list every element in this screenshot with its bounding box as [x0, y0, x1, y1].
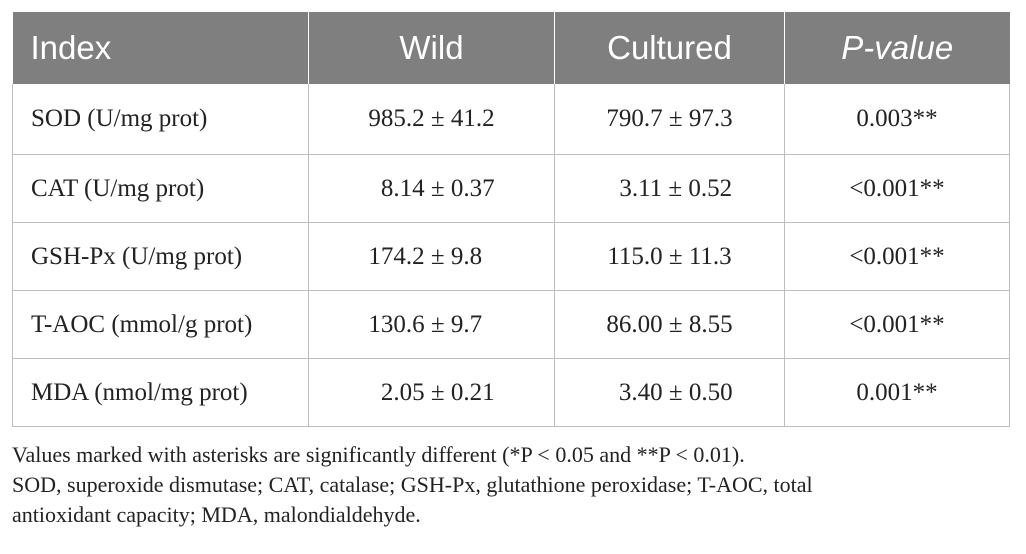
data-table-container: Index Wild Cultured P-value SOD (U/mg pr…	[12, 12, 1010, 427]
cell-index: CAT (U/mg prot)	[12, 154, 309, 223]
cell-index: GSH-Px (U/mg prot)	[12, 222, 309, 291]
cell-index: MDA (nmol/mg prot)	[12, 358, 309, 427]
cell-cultured: 3.11 ± 0.52	[554, 154, 785, 223]
header-p-value: P-value	[784, 12, 1010, 84]
cell-wild: 8.14 ± 0.37	[308, 154, 555, 223]
cell-p-value: 0.001**	[784, 358, 1010, 427]
header-row: Index Wild Cultured P-value	[12, 12, 1010, 84]
cell-index: T-AOC (mmol/g prot)	[12, 290, 309, 359]
cell-p-value: <0.001**	[784, 154, 1010, 223]
header-index: Index	[12, 12, 309, 84]
cell-cultured: 115.0 ± 11.3	[554, 222, 785, 291]
table-row: CAT (U/mg prot) 8.14 ± 0.37 3.11 ± 0.52 …	[12, 154, 1010, 223]
cell-p-value: <0.001**	[784, 222, 1010, 291]
cell-p-value: 0.003**	[784, 84, 1010, 155]
table-row: MDA (nmol/mg prot) 2.05 ± 0.21 3.40 ± 0.…	[12, 358, 1010, 427]
table-row: GSH-Px (U/mg prot) 174.2 ± 9.8 115.0 ± 1…	[12, 222, 1010, 291]
cell-cultured: 86.00 ± 8.55	[554, 290, 785, 359]
antioxidant-table: Index Wild Cultured P-value SOD (U/mg pr…	[12, 12, 1010, 427]
abbreviations-footnote-line1: SOD, superoxide dismutase; CAT, catalase…	[12, 472, 813, 497]
cell-wild: 130.6 ± 9.7	[308, 290, 555, 359]
cell-p-value: <0.001**	[784, 290, 1010, 359]
table-row: SOD (U/mg prot) 985.2 ± 41.2 790.7 ± 97.…	[12, 84, 1010, 155]
cell-wild: 985.2 ± 41.2	[308, 84, 555, 155]
header-wild: Wild	[308, 12, 555, 84]
table-row: T-AOC (mmol/g prot) 130.6 ± 9.7 86.00 ± …	[12, 290, 1010, 359]
significance-footnote: Values marked with asterisks are signifi…	[12, 442, 745, 467]
cell-cultured: 790.7 ± 97.3	[554, 84, 785, 155]
header-cultured: Cultured	[554, 12, 785, 84]
cell-wild: 2.05 ± 0.21	[308, 358, 555, 427]
cell-cultured: 3.40 ± 0.50	[554, 358, 785, 427]
table-footnotes: Values marked with asterisks are signifi…	[12, 440, 1012, 530]
cell-index: SOD (U/mg prot)	[12, 84, 309, 155]
cell-wild: 174.2 ± 9.8	[308, 222, 555, 291]
header-p-value-text: P-value	[841, 29, 954, 66]
abbreviations-footnote-line2: antioxidant capacity; MDA, malondialdehy…	[12, 502, 421, 527]
